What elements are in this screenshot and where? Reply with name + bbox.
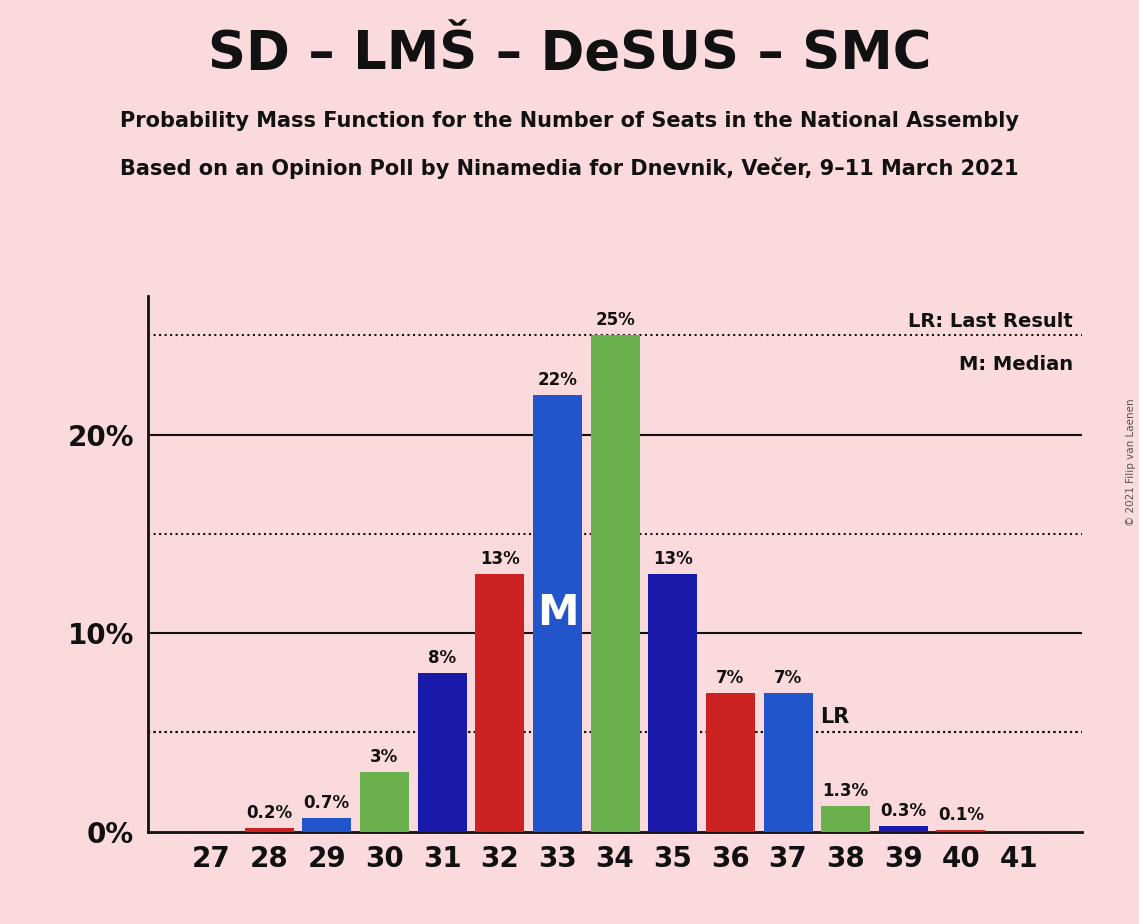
Text: Based on an Opinion Poll by Ninamedia for Dnevnik, Večer, 9–11 March 2021: Based on an Opinion Poll by Ninamedia fo… <box>121 157 1018 178</box>
Bar <box>706 693 755 832</box>
Bar <box>360 772 409 832</box>
Text: M: Median: M: Median <box>959 355 1073 373</box>
Text: M: M <box>536 592 579 634</box>
Text: SD – LMŠ – DeSUS – SMC: SD – LMŠ – DeSUS – SMC <box>207 28 932 79</box>
Text: 0.2%: 0.2% <box>246 804 293 821</box>
Text: 0.3%: 0.3% <box>880 802 926 820</box>
Text: 13%: 13% <box>480 550 519 567</box>
Bar <box>590 335 640 832</box>
Text: LR: Last Result: LR: Last Result <box>908 311 1073 331</box>
Text: 3%: 3% <box>370 748 399 766</box>
Text: 7%: 7% <box>716 669 745 687</box>
Bar <box>302 818 351 832</box>
Text: 0.1%: 0.1% <box>939 806 984 823</box>
Bar <box>648 574 697 832</box>
Bar <box>879 826 928 832</box>
Bar <box>418 673 467 832</box>
Text: Probability Mass Function for the Number of Seats in the National Assembly: Probability Mass Function for the Number… <box>120 111 1019 131</box>
Text: 7%: 7% <box>773 669 802 687</box>
Text: © 2021 Filip van Laenen: © 2021 Filip van Laenen <box>1126 398 1136 526</box>
Bar <box>821 806 870 832</box>
Text: 25%: 25% <box>596 311 634 330</box>
Bar <box>763 693 812 832</box>
Bar <box>936 830 985 832</box>
Bar <box>245 828 294 832</box>
Text: 0.7%: 0.7% <box>304 794 350 812</box>
Bar <box>533 395 582 832</box>
Text: 13%: 13% <box>653 550 693 567</box>
Text: 8%: 8% <box>428 649 456 667</box>
Bar <box>475 574 524 832</box>
Text: LR: LR <box>820 708 849 727</box>
Text: 22%: 22% <box>538 371 577 389</box>
Text: 1.3%: 1.3% <box>822 782 869 800</box>
